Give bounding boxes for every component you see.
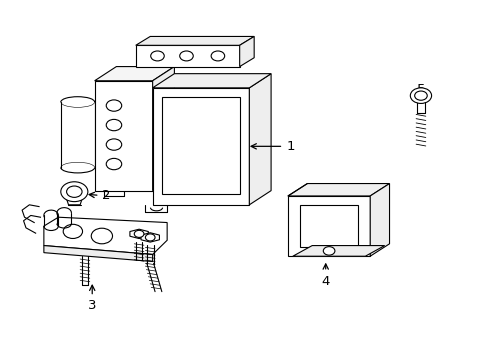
Text: 5: 5 bbox=[416, 83, 425, 103]
Polygon shape bbox=[130, 229, 148, 239]
Polygon shape bbox=[152, 67, 174, 191]
Text: 1: 1 bbox=[250, 140, 294, 153]
Polygon shape bbox=[287, 196, 369, 256]
Polygon shape bbox=[44, 246, 152, 261]
Text: 4: 4 bbox=[321, 264, 329, 288]
Polygon shape bbox=[292, 246, 384, 256]
Circle shape bbox=[106, 120, 122, 131]
Text: 2: 2 bbox=[89, 189, 111, 202]
Circle shape bbox=[211, 51, 224, 61]
Circle shape bbox=[63, 224, 82, 238]
Polygon shape bbox=[64, 193, 84, 205]
Circle shape bbox=[134, 230, 143, 238]
Polygon shape bbox=[95, 67, 174, 81]
Circle shape bbox=[91, 228, 112, 244]
Polygon shape bbox=[95, 81, 152, 191]
Circle shape bbox=[145, 234, 155, 241]
Polygon shape bbox=[136, 45, 239, 67]
Circle shape bbox=[409, 88, 431, 103]
Polygon shape bbox=[239, 36, 254, 67]
Polygon shape bbox=[136, 36, 254, 45]
Circle shape bbox=[106, 100, 122, 111]
Circle shape bbox=[61, 182, 88, 202]
Polygon shape bbox=[44, 217, 167, 255]
Polygon shape bbox=[287, 184, 389, 196]
Circle shape bbox=[66, 186, 82, 197]
Polygon shape bbox=[369, 184, 389, 256]
Circle shape bbox=[414, 91, 427, 100]
Circle shape bbox=[180, 51, 193, 61]
Circle shape bbox=[106, 139, 122, 150]
Polygon shape bbox=[300, 205, 357, 247]
Polygon shape bbox=[141, 233, 159, 242]
Polygon shape bbox=[162, 97, 239, 194]
Circle shape bbox=[150, 51, 164, 61]
Polygon shape bbox=[152, 74, 270, 88]
Text: 3: 3 bbox=[88, 285, 96, 312]
Circle shape bbox=[106, 158, 122, 170]
Polygon shape bbox=[249, 74, 270, 205]
Circle shape bbox=[323, 247, 334, 255]
Polygon shape bbox=[152, 88, 249, 205]
